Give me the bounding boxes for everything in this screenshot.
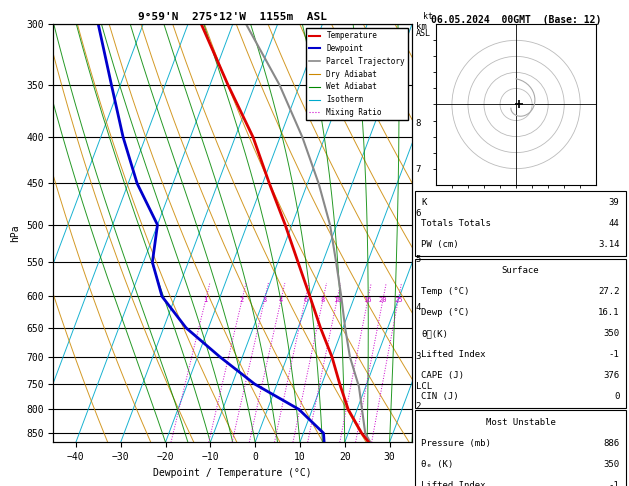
Legend: Temperature, Dewpoint, Parcel Trajectory, Dry Adiabat, Wet Adiabat, Isotherm, Mi: Temperature, Dewpoint, Parcel Trajectory… xyxy=(306,28,408,120)
Text: K: K xyxy=(421,198,427,208)
Y-axis label: hPa: hPa xyxy=(11,225,21,242)
Text: 0: 0 xyxy=(614,392,620,401)
Bar xyxy=(415,259,626,408)
Text: CIN (J): CIN (J) xyxy=(421,392,459,401)
Text: 06.05.2024  00GMT  (Base: 12): 06.05.2024 00GMT (Base: 12) xyxy=(431,15,601,25)
Text: Temp (°C): Temp (°C) xyxy=(421,287,470,296)
Text: Lifted Index: Lifted Index xyxy=(421,350,486,359)
Text: Pressure (mb): Pressure (mb) xyxy=(421,439,491,448)
Text: Lifted Index: Lifted Index xyxy=(421,481,486,486)
Text: 6: 6 xyxy=(416,209,421,218)
Text: 25: 25 xyxy=(394,296,403,303)
Text: 16.1: 16.1 xyxy=(598,308,620,317)
X-axis label: Dewpoint / Temperature (°C): Dewpoint / Temperature (°C) xyxy=(153,468,312,478)
Text: 10: 10 xyxy=(333,296,342,303)
Text: θₑ (K): θₑ (K) xyxy=(421,460,454,469)
Text: 4: 4 xyxy=(279,296,283,303)
Text: 350: 350 xyxy=(603,460,620,469)
Text: 350: 350 xyxy=(603,329,620,338)
Text: 27.2: 27.2 xyxy=(598,287,620,296)
Text: 886: 886 xyxy=(603,439,620,448)
Bar xyxy=(415,410,626,486)
Text: -1: -1 xyxy=(609,481,620,486)
Text: Most Unstable: Most Unstable xyxy=(486,418,555,427)
Text: Totals Totals: Totals Totals xyxy=(421,220,491,228)
Text: 376: 376 xyxy=(603,371,620,380)
Text: 4: 4 xyxy=(416,303,421,312)
Text: kt: kt xyxy=(423,12,433,21)
Text: θᴄ(K): θᴄ(K) xyxy=(421,329,448,338)
Text: 2: 2 xyxy=(416,402,421,411)
Text: 3: 3 xyxy=(416,352,421,362)
Bar xyxy=(415,191,626,256)
Text: Surface: Surface xyxy=(502,266,539,275)
Text: 7: 7 xyxy=(416,165,421,174)
Title: 9°59'N  275°12'W  1155m  ASL: 9°59'N 275°12'W 1155m ASL xyxy=(138,12,327,22)
Text: 3: 3 xyxy=(262,296,267,303)
Text: km: km xyxy=(416,22,426,31)
Text: 8: 8 xyxy=(416,119,421,128)
Text: 1: 1 xyxy=(204,296,208,303)
Text: ASL: ASL xyxy=(416,29,431,38)
Text: 20: 20 xyxy=(379,296,387,303)
Text: 8: 8 xyxy=(321,296,325,303)
Text: 5: 5 xyxy=(416,255,421,264)
Text: Dewp (°C): Dewp (°C) xyxy=(421,308,470,317)
Text: 2: 2 xyxy=(240,296,244,303)
Text: 39: 39 xyxy=(609,198,620,208)
Text: CAPE (J): CAPE (J) xyxy=(421,371,464,380)
Text: PW (cm): PW (cm) xyxy=(421,241,459,249)
Text: 3.14: 3.14 xyxy=(598,241,620,249)
Text: 6: 6 xyxy=(303,296,308,303)
Text: -1: -1 xyxy=(609,350,620,359)
Text: 44: 44 xyxy=(609,220,620,228)
Text: LCL: LCL xyxy=(416,382,431,391)
Text: 16: 16 xyxy=(364,296,372,303)
